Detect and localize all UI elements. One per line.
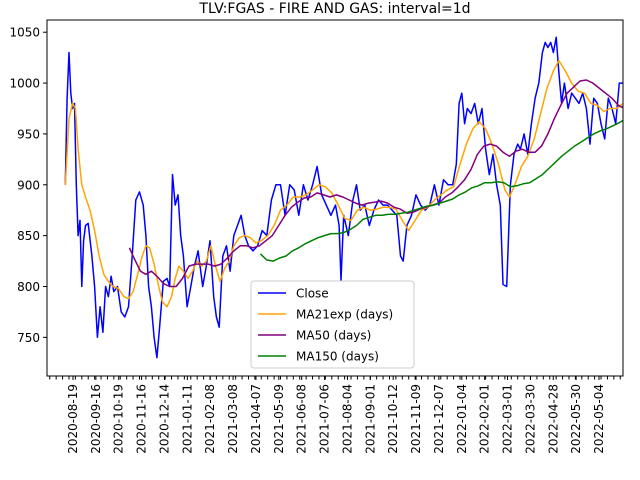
x-tick-label: 2021-12-07: [432, 384, 446, 454]
x-tick-label: 2022-04-28: [546, 384, 560, 454]
y-tick-label: 900: [17, 178, 40, 192]
series-line-2: [128, 79, 623, 288]
x-tick-label: 2021-05-09: [272, 384, 286, 454]
legend-label: MA21exp (days): [296, 308, 393, 322]
legend-label: Close: [296, 287, 329, 301]
y-tick-label: 750: [17, 331, 40, 345]
x-tick-label: 2021-09-01: [363, 384, 377, 454]
x-tick-label: 2021-08-04: [340, 384, 354, 454]
x-tick-label: 2021-02-08: [203, 384, 217, 454]
x-tick-label: 2020-09-16: [89, 384, 103, 454]
x-tick-label: 2021-01-11: [180, 384, 194, 454]
x-tick-label: 2021-10-12: [386, 384, 400, 454]
x-tick-label: 2022-03-01: [501, 384, 515, 454]
x-tick-label: 2020-11-16: [135, 384, 149, 454]
x-tick-label: 2022-01-04: [455, 384, 469, 454]
chart-title: TLV:FGAS - FIRE AND GAS: interval=1d: [198, 1, 470, 17]
legend-box: [250, 280, 415, 369]
y-tick-label: 850: [17, 229, 40, 243]
x-tick-label: 2022-02-01: [478, 384, 492, 454]
y-tick-label: 1050: [9, 26, 40, 40]
y-tick-label: 1000: [9, 77, 40, 91]
x-tick-label: 2021-03-08: [226, 384, 240, 454]
x-axis: 2020-08-19 2020-09-16 2020-10-19 2020-11-16…: [49, 376, 621, 454]
x-tick-label: 2022-05-04: [592, 384, 606, 454]
x-tick-label: 2022-05-30: [569, 384, 583, 454]
series-line-1: [64, 59, 623, 308]
x-tick-label: 2021-11-09: [409, 384, 423, 454]
x-tick-label: 2021-07-06: [318, 384, 332, 454]
x-tick-label: 2020-10-19: [112, 384, 126, 454]
x-tick-label: 2021-04-07: [249, 384, 263, 454]
series-layer: [64, 36, 623, 359]
series-line-3: [259, 119, 623, 262]
y-tick-label: 800: [17, 280, 40, 294]
series-line-0: [64, 36, 623, 359]
y-axis: 750 800 850 900 950 1000 1050: [9, 26, 47, 345]
x-tick-label: 2021-06-08: [295, 384, 309, 454]
y-tick-label: 950: [17, 127, 40, 141]
legend-label: MA150 (days): [296, 350, 379, 364]
x-tick-label: 2020-12-14: [157, 384, 171, 454]
legend-label: MA50 (days): [296, 329, 371, 343]
x-tick-label: 2022-03-30: [523, 384, 537, 454]
plot-frame: [46, 19, 624, 377]
x-tick-label: 2020-08-19: [66, 384, 80, 454]
legend: Close MA21exp (days) MA50 (days) MA150 (day…: [250, 280, 415, 369]
